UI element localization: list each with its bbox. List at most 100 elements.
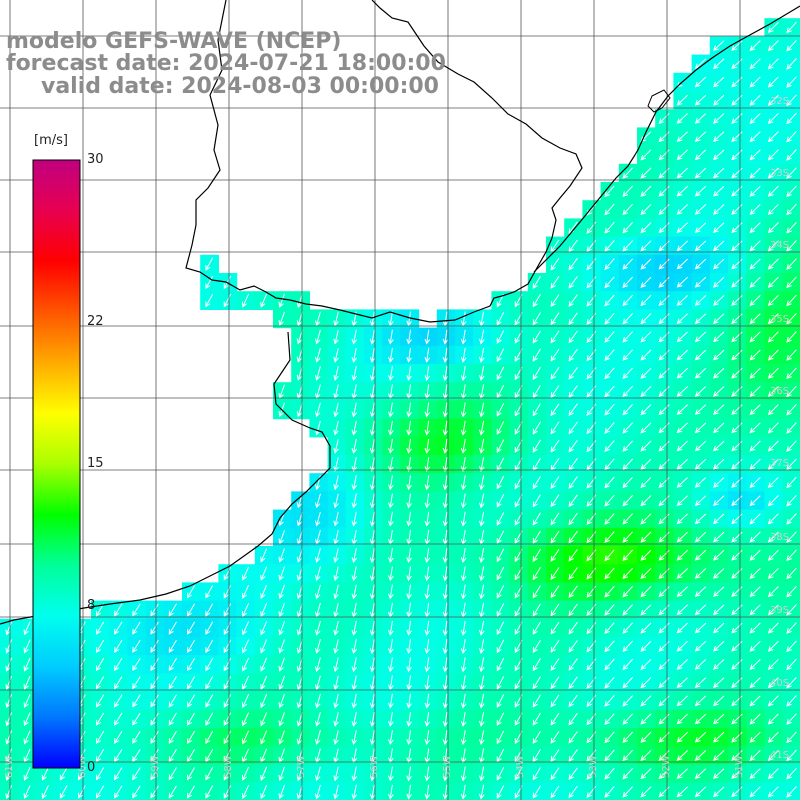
wind-arrow xyxy=(315,620,321,636)
wind-arrow xyxy=(604,258,615,271)
wind-arrow xyxy=(786,203,797,216)
wind-arrow xyxy=(767,549,779,561)
wind-arrow xyxy=(351,402,358,418)
wind-arrow xyxy=(241,730,250,745)
wind-arrow xyxy=(333,311,339,327)
wind-arrow xyxy=(241,566,250,581)
wind-arrow xyxy=(532,476,541,490)
wind-arrow xyxy=(132,676,141,690)
wind-arrow xyxy=(442,366,449,382)
wind-arrow xyxy=(713,477,725,488)
wind-arrow xyxy=(95,712,105,726)
longitude-label: 57W xyxy=(296,755,307,778)
latitude-label: 33S xyxy=(770,168,789,179)
wind-arrow xyxy=(658,477,670,488)
wind-arrow xyxy=(333,639,339,654)
wind-arrow xyxy=(460,402,467,418)
wind-arrow xyxy=(496,585,505,599)
wind-arrow xyxy=(479,693,485,709)
wind-arrow xyxy=(550,621,560,635)
wind-arrow xyxy=(351,438,358,454)
wind-arrow xyxy=(622,349,633,361)
wind-arrow xyxy=(658,295,670,306)
wind-arrow xyxy=(676,222,688,234)
wind-arrow xyxy=(786,549,797,562)
wind-arrow xyxy=(278,548,285,563)
wind-arrow xyxy=(731,240,743,252)
wind-arrow xyxy=(568,658,578,671)
wind-arrow xyxy=(604,494,615,507)
wind-arrow xyxy=(568,767,578,781)
wind-arrow xyxy=(713,640,725,652)
wind-arrow xyxy=(315,584,321,600)
wind-arrow xyxy=(568,530,578,544)
wind-arrow xyxy=(622,240,633,252)
wind-arrow xyxy=(658,185,670,197)
wind-arrow xyxy=(713,40,725,52)
wind-arrow xyxy=(315,420,321,436)
wind-arrow xyxy=(406,657,412,673)
wind-arrow xyxy=(351,693,358,709)
wind-arrow xyxy=(731,731,743,743)
wind-arrow xyxy=(749,786,761,798)
wind-arrow xyxy=(676,731,688,743)
wind-arrow xyxy=(496,712,505,727)
wind-arrow xyxy=(424,475,431,491)
wind-arrow xyxy=(676,440,688,452)
wind-arrow xyxy=(786,276,797,289)
wind-arrow xyxy=(496,330,505,344)
wind-arrow xyxy=(442,566,449,582)
wind-arrow xyxy=(676,276,688,288)
wind-arrow xyxy=(406,639,412,655)
wind-arrow xyxy=(713,367,725,379)
wind-arrow xyxy=(658,313,670,325)
wind-arrow xyxy=(658,276,670,288)
wind-arrow xyxy=(767,422,779,434)
wind-arrow xyxy=(749,750,761,761)
wind-arrow xyxy=(731,495,743,507)
wind-arrow xyxy=(23,621,31,636)
wind-arrow xyxy=(640,749,652,762)
wind-arrow xyxy=(640,713,652,725)
wind-arrow xyxy=(604,203,615,216)
wind-arrow xyxy=(731,58,743,70)
wind-arrow xyxy=(479,511,485,527)
wind-arrow xyxy=(388,366,394,382)
wind-arrow xyxy=(786,604,797,616)
wind-arrow xyxy=(694,713,707,725)
wind-arrow xyxy=(496,475,505,490)
wind-arrow xyxy=(786,349,797,361)
wind-arrow xyxy=(749,349,761,361)
wind-arrow xyxy=(406,784,412,800)
wind-arrow xyxy=(479,766,485,782)
wind-arrow xyxy=(460,784,467,800)
longitude-label: 56W xyxy=(369,755,380,778)
wind-arrow xyxy=(694,276,707,288)
wind-arrow xyxy=(658,440,670,452)
wind-arrow xyxy=(731,640,743,652)
wind-arrow xyxy=(767,604,779,616)
wind-arrow xyxy=(694,458,707,470)
wind-speed-cell xyxy=(782,782,800,800)
wind-arrow xyxy=(532,603,541,617)
wind-arrow xyxy=(388,475,394,491)
wind-arrow xyxy=(532,494,541,508)
wind-arrow xyxy=(241,675,250,690)
wind-arrow xyxy=(479,329,485,345)
wind-arrow xyxy=(749,513,761,525)
wind-arrow xyxy=(713,349,725,361)
wind-arrow xyxy=(333,657,339,673)
wind-arrow xyxy=(713,731,725,743)
wind-arrow xyxy=(168,603,177,617)
wind-arrow xyxy=(713,404,725,416)
wind-arrow xyxy=(278,693,285,709)
wind-arrow xyxy=(676,768,688,780)
wind-arrow xyxy=(333,566,339,582)
wind-arrow xyxy=(676,258,688,270)
wind-arrow xyxy=(676,240,688,252)
wind-arrow xyxy=(550,239,560,253)
wind-arrow xyxy=(731,276,743,288)
wind-arrow xyxy=(604,622,615,635)
wind-arrow xyxy=(114,621,123,635)
wind-arrow xyxy=(550,603,560,617)
